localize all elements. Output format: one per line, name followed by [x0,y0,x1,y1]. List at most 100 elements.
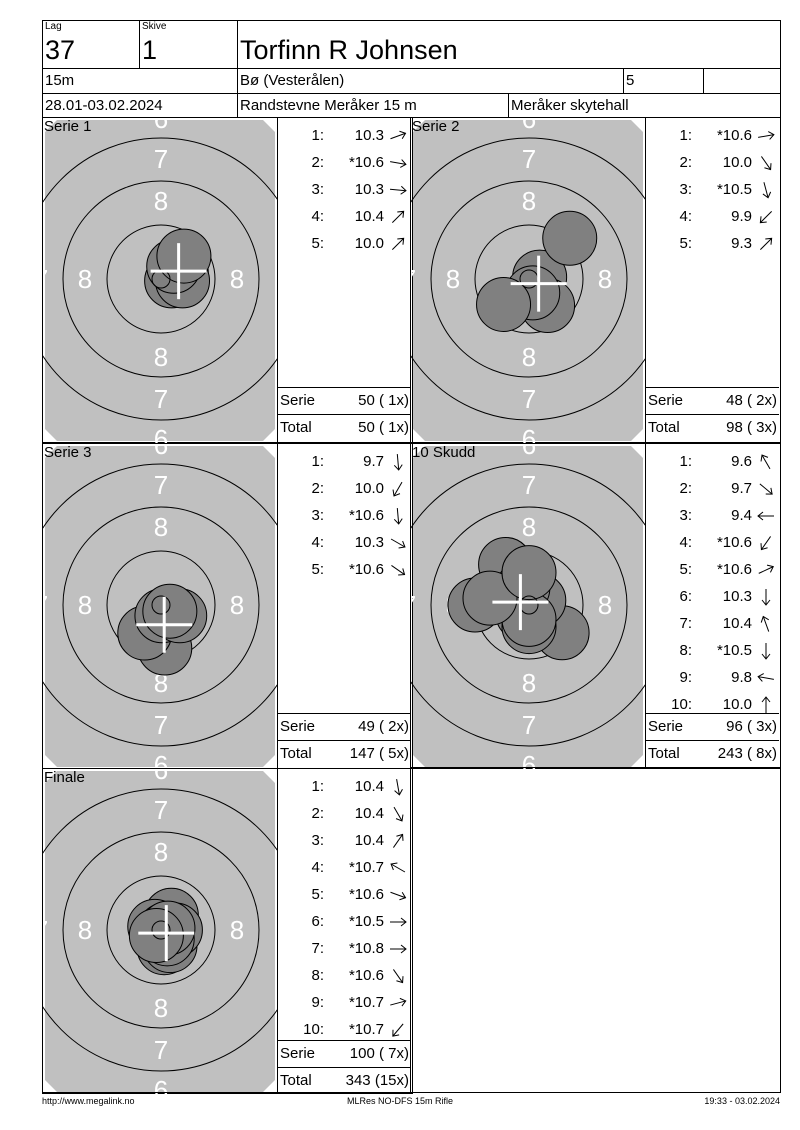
direction-arrow-icon [388,479,408,499]
direction-arrow-icon [756,207,776,227]
shot-number: 4: [311,208,324,225]
target-ring [106,875,216,985]
series-panel: 8888777766Finale1:10.42:10.43:10.44:*10.… [42,768,413,1094]
shot-number: 2: [679,480,692,497]
ring-label: 7 [642,590,645,620]
panel-title: Serie 1 [44,118,92,135]
ring-label: 8 [230,590,244,620]
total-value: 343 (15x) [345,1072,409,1089]
direction-arrow-icon [756,533,776,553]
event: Randstevne Meråker 15 m [240,97,417,114]
total-label: Total [280,419,312,436]
ring-label: 8 [154,342,168,372]
mean-crosshair [492,574,549,631]
serie-label: Serie [280,392,316,409]
target-ring [430,180,628,378]
total-label: Total [648,419,680,436]
shot-row: 2: 10.0 [278,479,412,506]
shot-row: 3: 10.4 [278,831,412,858]
ring-label: 8 [78,590,92,620]
shot-score: 10.3 [354,534,384,551]
shot-score: 10.0 [354,480,384,497]
shot-row: 4: 9.9 [646,207,780,234]
target-ring [106,224,216,334]
ring-label: 6 [522,424,536,443]
venue-cell: Meråker skytehall [508,93,781,118]
direction-arrow-icon [756,180,776,200]
shot-hole [142,583,198,639]
skive-caption: Skive [142,21,167,32]
total-sum: Total 147 ( 5x) [278,740,411,767]
ring-label: 7 [411,590,416,620]
ring-label: 7 [154,144,168,174]
shot-score: *10.7 [348,1021,384,1038]
target-ring [62,831,260,1029]
ring-label: 7 [43,915,48,945]
direction-arrow-icon [388,180,408,200]
shot-list: 1: 10.3 2: *10.6 3: 10.3 4: 10.4 5: 10.0 Serie 50 (… [277,118,411,443]
total-sum: Total 343 (15x) [278,1067,411,1094]
shot-row: 3: *10.6 [278,506,412,533]
shot-hole [128,908,184,964]
ring-label: 7 [154,470,168,500]
shot-number: 1: [679,127,692,144]
shot-score: 10.0 [722,696,752,713]
shot-row: 5: 9.3 [646,234,780,261]
ten-ring [151,920,171,940]
shot-hole [501,545,557,601]
direction-arrow-icon [756,452,776,472]
target-ring [474,224,584,334]
shot-number: 3: [311,832,324,849]
shot-number: 7: [679,615,692,632]
direction-arrow-icon [388,858,408,878]
ring-label: 8 [522,186,536,216]
total-value: 243 ( 8x) [717,745,777,762]
total-value: 147 ( 5x) [349,745,409,762]
ring-label: 7 [154,710,168,740]
ring-label: 8 [522,342,536,372]
serie-sum: Serie 49 ( 2x) [278,713,411,740]
series-panel: 888877776610 Skudd1:9.62:9.73:9.44:*10.6… [410,443,781,769]
shot-row: 3: 10.3 [278,180,412,207]
skive-cell: Skive 1 [139,20,238,69]
ring-label: 7 [43,590,48,620]
ring-label: 7 [274,915,277,945]
mean-crosshair [510,255,567,312]
target-svg: 8888777766 [43,444,277,769]
shot-score: 10.4 [354,805,384,822]
target-ring [43,788,277,1072]
shot-number: 3: [311,507,324,524]
shot-row: 1: 9.6 [646,452,780,479]
direction-arrow-icon [388,831,408,851]
footer-link[interactable]: http://www.megalink.no [42,1096,135,1106]
direction-arrow-icon [756,641,776,661]
ring-label: 8 [78,915,92,945]
shooter-name: Torfinn R Johnsen [240,35,458,65]
ring-label: 6 [154,769,168,785]
shot-list: 1: 10.4 2: 10.4 3: 10.4 4: *10.7 5: *10.6 6: *10.5 7… [277,769,411,1094]
shot-score: 9.9 [731,208,752,225]
shot-row: 5: *10.6 [278,885,412,912]
shot-row: 5: *10.6 [646,560,780,587]
serie-label: Serie [280,718,316,735]
shot-row: 2: 10.4 [278,804,412,831]
shot-score: 10.3 [354,127,384,144]
target-svg: 8888777766 [411,444,645,769]
total-label: Total [280,745,312,762]
ring-label: 8 [154,837,168,867]
class: 5 [626,72,635,89]
ring-label: 7 [522,710,536,740]
shot-number: 3: [311,181,324,198]
shot-number: 5: [311,561,324,578]
direction-arrow-icon [388,885,408,905]
shot-number: 2: [311,805,324,822]
shot-score: 10.3 [354,181,384,198]
ring-label: 6 [522,750,536,769]
shot-row: 10: 10.0 [646,695,780,722]
shot-score: 10.0 [722,154,752,171]
serie-value: 96 ( 3x) [726,718,777,735]
club-cell: Bø (Vesterålen) [237,68,624,94]
shot-score: *10.6 [348,886,384,903]
ring-label: 7 [522,384,536,414]
shot-row: 4: *10.6 [646,533,780,560]
